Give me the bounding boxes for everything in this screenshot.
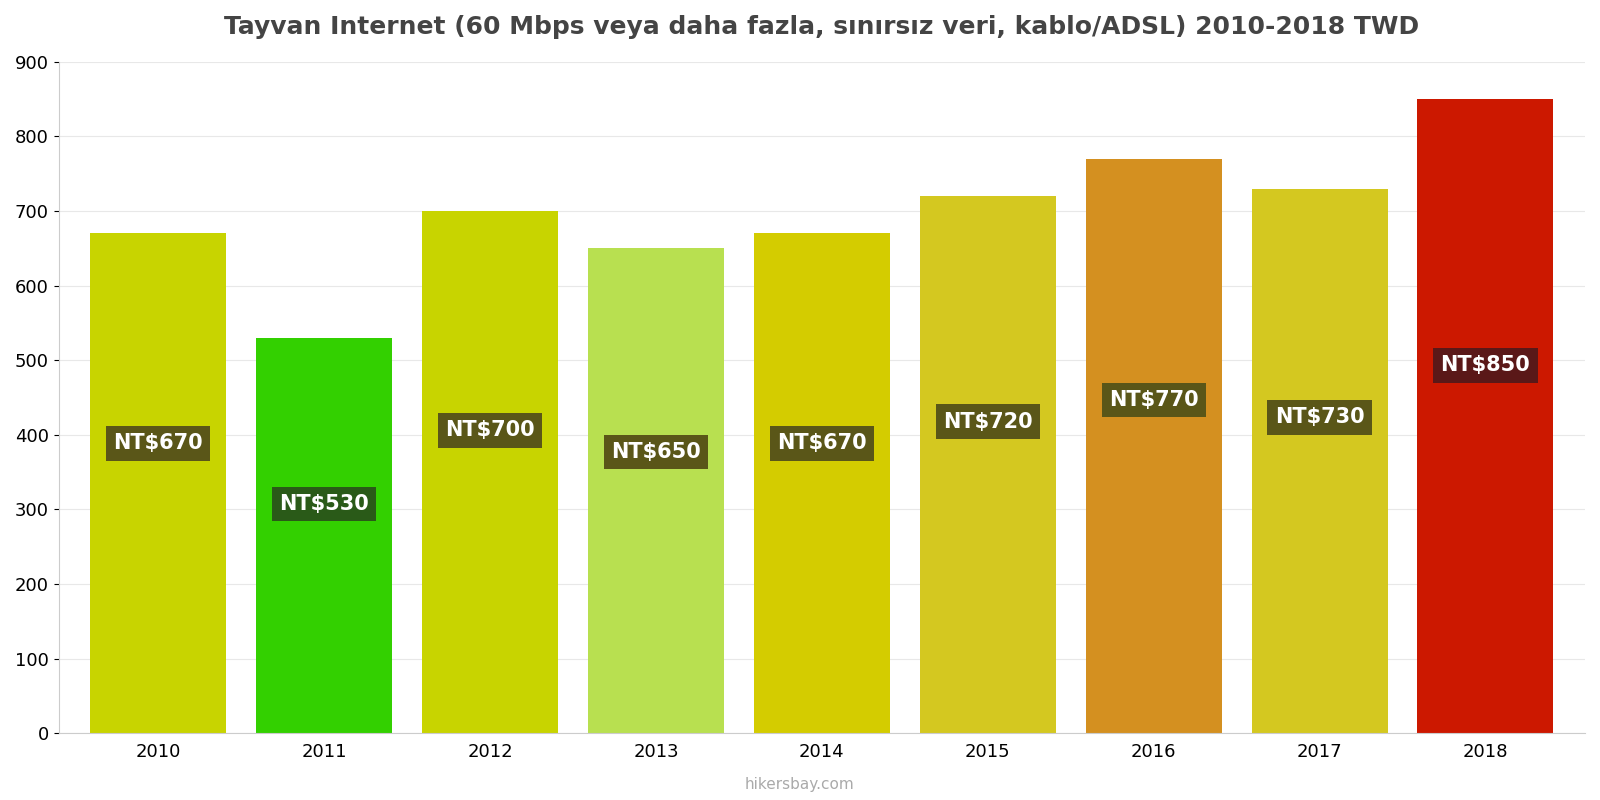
Text: NT$770: NT$770 [1109, 390, 1198, 410]
Text: NT$720: NT$720 [942, 412, 1032, 432]
Bar [1418, 99, 1554, 734]
Bar [1251, 189, 1387, 734]
Text: NT$670: NT$670 [778, 434, 867, 454]
Text: NT$850: NT$850 [1440, 355, 1530, 375]
Text: NT$730: NT$730 [1275, 407, 1365, 427]
Text: NT$700: NT$700 [445, 420, 534, 440]
Text: NT$670: NT$670 [114, 434, 203, 454]
Text: NT$650: NT$650 [611, 442, 701, 462]
Bar [754, 234, 890, 734]
Bar [587, 248, 723, 734]
Bar [1086, 158, 1222, 734]
Title: Tayvan Internet (60 Mbps veya daha fazla, sınırsız veri, kablo/ADSL) 2010-2018 T: Tayvan Internet (60 Mbps veya daha fazla… [224, 15, 1419, 39]
Text: hikersbay.com: hikersbay.com [746, 777, 854, 792]
Bar [920, 196, 1056, 734]
Bar [256, 338, 392, 734]
Bar [422, 211, 558, 734]
Bar [90, 234, 226, 734]
Text: NT$530: NT$530 [280, 494, 370, 514]
